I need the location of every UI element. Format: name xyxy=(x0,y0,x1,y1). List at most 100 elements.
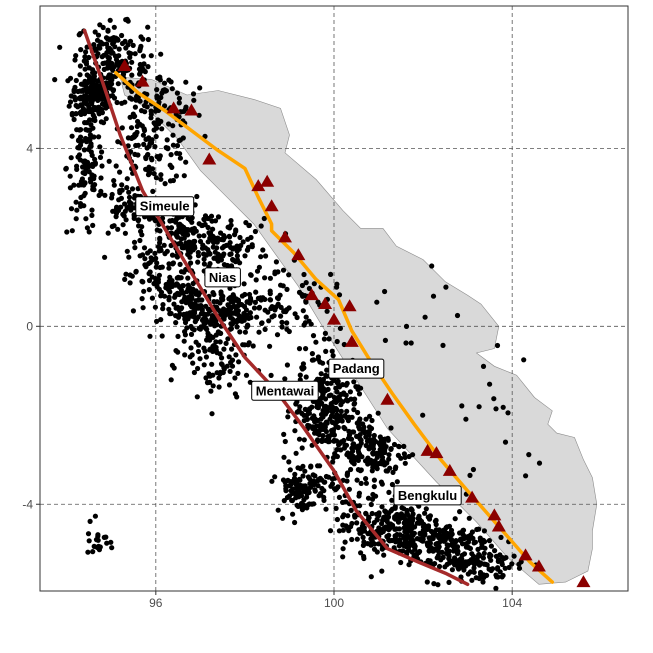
earthquake-point xyxy=(84,80,90,86)
earthquake-point xyxy=(371,520,377,526)
earthquake-point xyxy=(486,538,492,544)
earthquake-point xyxy=(107,17,113,23)
earthquake-point xyxy=(401,513,407,519)
earthquake-point xyxy=(383,513,389,520)
earthquake-point xyxy=(368,574,374,580)
earthquake-point xyxy=(445,530,451,537)
earthquake-point xyxy=(367,413,373,419)
earthquake-point xyxy=(480,363,487,369)
earthquake-point xyxy=(195,365,201,372)
earthquake-point xyxy=(156,272,162,278)
earthquake-point xyxy=(362,430,368,436)
earthquake-point xyxy=(401,535,407,541)
earthquake-point xyxy=(209,218,215,224)
earthquake-point xyxy=(371,436,377,442)
earthquake-point xyxy=(176,114,182,120)
place-label-nias: Nias xyxy=(204,267,241,288)
earthquake-point xyxy=(221,306,227,312)
earthquake-point xyxy=(92,29,98,35)
earthquake-point xyxy=(494,342,501,349)
earthquake-point xyxy=(120,222,126,228)
earthquake-point xyxy=(333,395,339,401)
earthquake-point xyxy=(92,117,98,124)
earthquake-point xyxy=(69,133,75,139)
earthquake-point xyxy=(324,380,330,386)
earthquake-point xyxy=(140,132,146,138)
earthquake-point xyxy=(192,308,198,314)
earthquake-point xyxy=(363,442,369,449)
earthquake-point xyxy=(460,527,466,534)
earthquake-point xyxy=(153,175,159,181)
earthquake-point xyxy=(360,534,366,541)
earthquake-point xyxy=(256,304,263,310)
earthquake-point xyxy=(409,538,415,544)
earthquake-point xyxy=(382,447,388,453)
earthquake-point xyxy=(83,135,89,142)
earthquake-point xyxy=(342,442,348,448)
earthquake-point xyxy=(183,159,189,165)
earthquake-point xyxy=(189,325,195,332)
earthquake-point xyxy=(365,541,371,547)
earthquake-point xyxy=(376,525,382,531)
earthquake-point xyxy=(253,289,259,295)
earthquake-point xyxy=(226,354,232,360)
earthquake-point xyxy=(279,324,285,330)
earthquake-point xyxy=(98,188,104,194)
earthquake-point xyxy=(166,265,172,271)
earthquake-point xyxy=(338,447,344,453)
earthquake-point xyxy=(516,565,523,571)
earthquake-point xyxy=(196,112,202,118)
earthquake-point xyxy=(386,532,392,538)
earthquake-point xyxy=(468,532,474,538)
earthquake-point xyxy=(239,293,245,299)
earthquake-point xyxy=(273,304,279,310)
earthquake-point xyxy=(173,305,179,311)
earthquake-point xyxy=(353,384,359,390)
earthquake-point xyxy=(386,537,392,543)
earthquake-point xyxy=(379,546,385,552)
earthquake-point xyxy=(303,412,310,419)
earthquake-point xyxy=(315,429,321,435)
earthquake-point xyxy=(129,134,136,140)
earthquake-point xyxy=(115,81,121,87)
earthquake-point xyxy=(243,307,249,313)
earthquake-point xyxy=(176,100,182,106)
earthquake-point xyxy=(429,263,435,269)
earthquake-point xyxy=(301,437,307,443)
earthquake-point xyxy=(287,467,293,473)
earthquake-point xyxy=(97,22,103,28)
earthquake-point xyxy=(251,305,258,311)
earthquake-point xyxy=(209,313,215,319)
earthquake-point xyxy=(217,339,223,345)
earthquake-point xyxy=(93,537,100,543)
earthquake-point xyxy=(405,520,411,526)
earthquake-point xyxy=(306,285,312,292)
earthquake-point xyxy=(191,369,197,376)
earthquake-point xyxy=(299,282,305,289)
earthquake-point xyxy=(152,144,158,150)
earthquake-point xyxy=(141,141,147,147)
earthquake-point xyxy=(134,129,140,135)
earthquake-point xyxy=(203,303,209,309)
earthquake-point xyxy=(446,554,452,560)
earthquake-point xyxy=(266,318,272,324)
earthquake-point xyxy=(329,348,335,354)
earthquake-point xyxy=(374,299,380,305)
earthquake-point xyxy=(408,340,414,346)
earthquake-point xyxy=(153,133,159,140)
earthquake-point xyxy=(146,277,153,284)
earthquake-point xyxy=(173,173,179,179)
earthquake-point xyxy=(396,443,402,449)
earthquake-point xyxy=(326,393,332,399)
earthquake-point xyxy=(126,194,133,200)
earthquake-point xyxy=(170,142,176,148)
earthquake-point xyxy=(76,137,82,143)
earthquake-point xyxy=(296,492,303,499)
volcano-marker xyxy=(465,490,480,503)
earthquake-point xyxy=(52,77,58,83)
earthquake-point xyxy=(189,219,195,225)
earthquake-point xyxy=(493,406,499,412)
earthquake-point xyxy=(126,204,132,210)
earthquake-point xyxy=(379,568,385,574)
earthquake-point xyxy=(336,418,342,424)
